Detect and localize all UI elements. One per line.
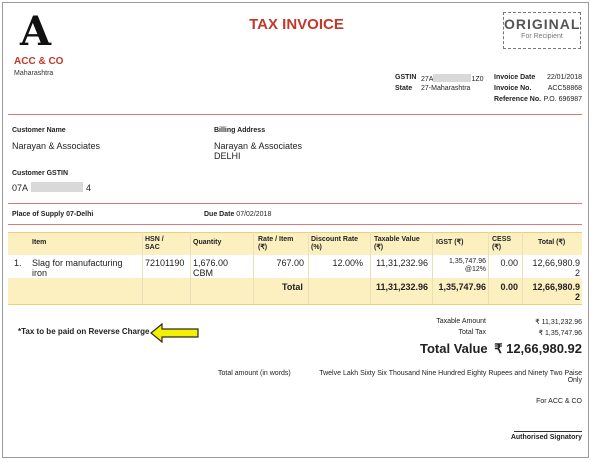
invoice-no: ACC58868 — [547, 85, 582, 92]
header-cess: CESS (₹) — [492, 236, 512, 251]
place-of-supply-label: Place of Supply — [12, 211, 65, 218]
divider — [8, 114, 582, 115]
invoice-date-label: Invoice Date — [494, 74, 536, 81]
header-taxable: Taxable Value (₹) — [374, 236, 420, 251]
row-taxable: 11,31,232.96 — [376, 258, 428, 268]
header-quantity: Quantity — [193, 239, 222, 246]
company-state: Maharashtra — [14, 70, 54, 77]
row-igst: 1,35,747.96 @12% — [449, 258, 486, 273]
total-tax-label: Total Tax — [458, 329, 487, 336]
signature-line — [514, 431, 582, 432]
stamp-sub: For Recipient — [521, 33, 563, 40]
total-value-label: Total Value — [420, 341, 488, 356]
customer-gstin-suffix: 4 — [86, 183, 92, 193]
taxable-amount-value: ₹ 11,31,232.96 — [535, 319, 582, 326]
divider — [8, 203, 582, 204]
seller-gstin-suffix: 1Z0 — [471, 76, 484, 83]
totals-igst: 1,35,747.96 — [438, 282, 486, 292]
place-of-supply-value: 07-Delhi — [66, 211, 94, 218]
total-tax-value: ₹ 1,35,747.96 — [538, 330, 582, 337]
row-number: 1. — [14, 258, 22, 268]
original-stamp: ORIGINAL For Recipient — [503, 12, 581, 49]
header-total: Total (₹) — [538, 239, 566, 246]
row-hsn: 72101190 — [145, 258, 185, 268]
invoice-frame — [2, 2, 589, 458]
reference-label: Reference No. — [494, 96, 542, 103]
billing-address-line2: DELHI — [214, 151, 241, 161]
customer-gstin-label: Customer GSTIN — [12, 170, 69, 177]
row-item: Slag for manufacturing iron — [32, 258, 123, 278]
redacted-block — [31, 182, 84, 192]
arrow-left-icon — [150, 323, 199, 343]
amount-in-words: Twelve Lakh Sixty Six Thousand Nine Hund… — [319, 370, 582, 384]
authorised-signatory: Authorised Signatory — [510, 434, 582, 441]
totals-taxable: 11,31,232.96 — [375, 282, 428, 292]
taxable-amount-label: Taxable Amount — [436, 318, 486, 325]
seller-gstin-value: 27A 1Z0 — [421, 74, 484, 83]
company-name: ACC & CO — [14, 56, 64, 67]
column-divider — [488, 232, 489, 304]
reverse-charge-note: *Tax to be paid on Reverse Charge — [18, 327, 150, 336]
header-igst: IGST (₹) — [436, 239, 464, 246]
redacted-block — [433, 74, 472, 82]
row-total: 12,66,980.9 2 — [532, 258, 580, 278]
seller-gstin-prefix: 27A — [421, 76, 434, 83]
row-quantity: 1,676.00 CBM — [193, 258, 229, 278]
column-divider — [522, 232, 523, 304]
total-value: ₹ 12,66,980.92 — [494, 341, 582, 356]
customer-name: Narayan & Associates — [12, 141, 101, 151]
seller-gstin-label: GSTIN — [395, 74, 417, 81]
due-date-label: Due Date — [204, 211, 235, 218]
divider — [8, 224, 582, 225]
customer-gstin-prefix: 07A — [12, 183, 29, 193]
column-divider — [253, 232, 254, 304]
invoice-date: 22/01/2018 — [546, 74, 582, 81]
column-divider — [190, 232, 191, 304]
row-discount: 12.00% — [332, 258, 363, 268]
customer-name-label: Customer Name — [12, 127, 66, 134]
for-company: For ACC & CO — [536, 398, 582, 405]
reference-no: P.O. 696987 — [543, 96, 582, 103]
header-discount: Discount Rate (%) — [311, 236, 359, 251]
table-totals-row: Total 11,31,232.96 1,35,747.96 0.00 12,6… — [8, 278, 582, 305]
table-header: Item HSN / SAC Quantity Rate / Item (₹) Di… — [8, 232, 582, 256]
company-logo: A — [20, 8, 52, 55]
header-rate: Rate / Item (₹) — [258, 236, 294, 251]
stamp-main: ORIGINAL — [504, 16, 581, 32]
seller-state-value: 27-Maharashtra — [421, 85, 471, 92]
row-rate: 767.00 — [276, 258, 304, 268]
invoice-no-label: Invoice No. — [494, 85, 532, 92]
due-date: Due Date 07/02/2018 — [204, 211, 271, 218]
seller-state-label: State — [395, 85, 413, 92]
table-row: 1. Slag for manufacturing iron 72101190 1… — [8, 255, 582, 278]
billing-address-label: Billing Address — [214, 127, 266, 134]
totals-label: Total — [282, 282, 303, 292]
column-divider — [432, 232, 433, 304]
totals-total: 12,66,980.9 2 — [532, 282, 580, 302]
page-title: TAX INVOICE — [249, 16, 344, 33]
column-divider — [142, 232, 143, 304]
amount-in-words-label: Total amount (in words) — [218, 370, 291, 377]
column-divider — [308, 232, 309, 304]
totals-cess: 0.00 — [500, 282, 518, 292]
customer-gstin-value: 07A 4 — [12, 182, 91, 193]
place-of-supply: Place of Supply 07-Delhi — [12, 211, 93, 218]
header-hsn: HSN / SAC — [145, 236, 164, 251]
billing-address-line1: Narayan & Associates — [214, 141, 303, 151]
header-item: Item — [32, 239, 47, 246]
row-cess: 0.00 — [500, 258, 518, 268]
due-date-value: 07/02/2018 — [236, 211, 272, 218]
items-table: Item HSN / SAC Quantity Rate / Item (₹) Di… — [8, 232, 582, 306]
column-divider — [370, 232, 371, 304]
